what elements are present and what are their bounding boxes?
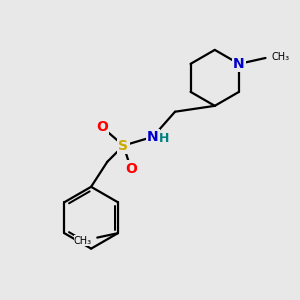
Text: CH₃: CH₃ bbox=[74, 236, 92, 245]
Text: S: S bbox=[118, 139, 128, 153]
Text: O: O bbox=[96, 120, 108, 134]
Text: O: O bbox=[125, 161, 137, 176]
Text: CH₃: CH₃ bbox=[272, 52, 290, 61]
Text: N: N bbox=[233, 57, 245, 71]
Text: H: H bbox=[159, 132, 169, 145]
Text: N: N bbox=[147, 130, 159, 144]
